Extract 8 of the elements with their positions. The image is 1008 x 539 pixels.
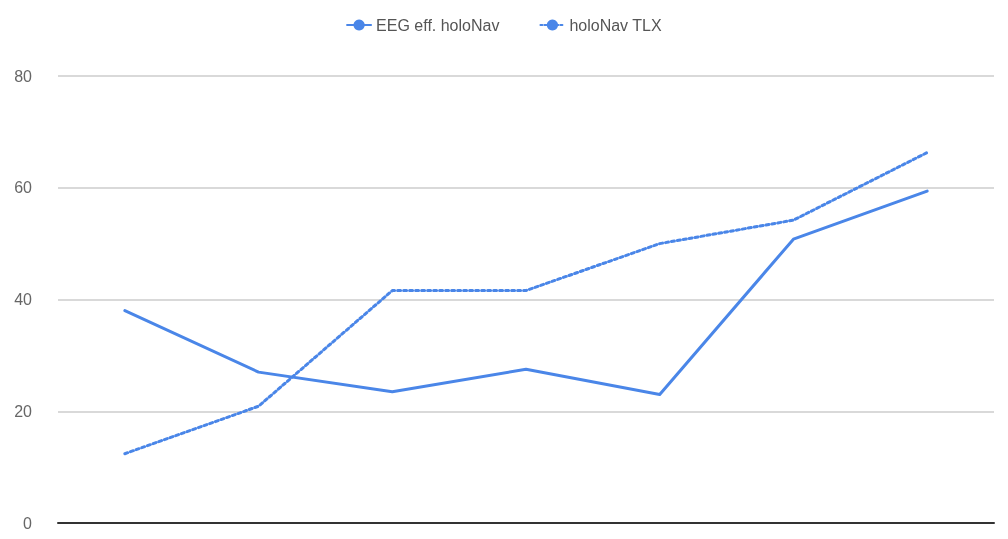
y-tick-label: 20 <box>14 402 33 420</box>
legend-label: holoNav TLX <box>569 16 662 34</box>
y-tick-label: 60 <box>14 179 33 197</box>
y-tick-label: 40 <box>14 291 33 308</box>
y-tick-label: 0 <box>23 514 33 532</box>
y-tick-label: 80 <box>14 67 33 85</box>
line-series <box>123 151 929 456</box>
legend-label: EEG eff. holoNav <box>376 16 500 34</box>
